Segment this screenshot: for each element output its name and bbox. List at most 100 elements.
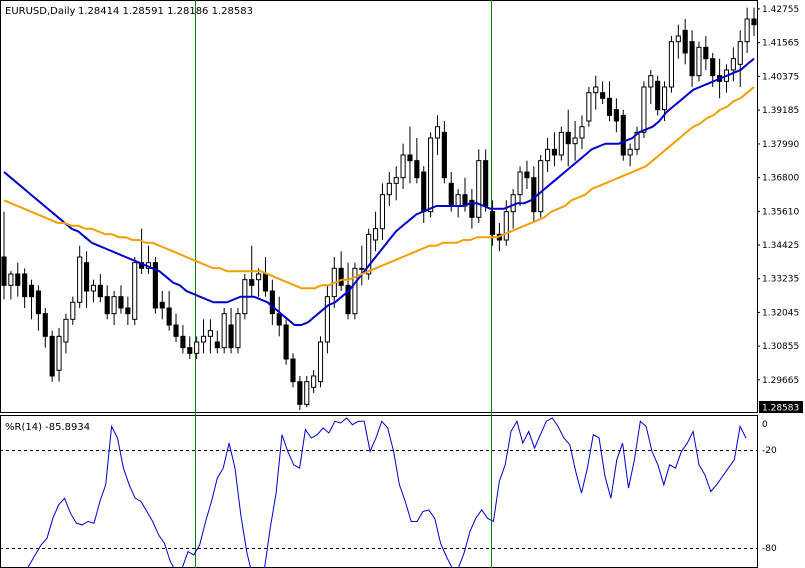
candle-body xyxy=(737,41,743,65)
ohlc-values-label: 1.28414 1.28591 1.28186 1.28583 xyxy=(78,6,253,17)
price-tick-label-10: 1.30855 xyxy=(762,342,799,352)
candle-body xyxy=(407,154,413,162)
price-tick-label-11: 1.29665 xyxy=(762,376,799,386)
candle-body xyxy=(434,126,441,139)
price-tick-label-6: 1.35610 xyxy=(762,207,799,217)
indicator-title: %R(14) -85.8934 xyxy=(5,422,90,433)
candle-body xyxy=(49,335,55,377)
candle-body xyxy=(572,137,578,145)
candle-body xyxy=(304,381,310,405)
candle-body xyxy=(393,177,399,184)
candle-body xyxy=(524,171,530,179)
candle-body xyxy=(235,313,241,349)
candle-body xyxy=(600,92,606,99)
candle-body xyxy=(372,228,379,241)
current-price-value: 1.28583 xyxy=(762,404,799,414)
candle-body xyxy=(1,256,7,286)
candle-body xyxy=(111,296,117,315)
candle-body xyxy=(696,46,702,77)
candle-body xyxy=(661,86,668,111)
candle-body xyxy=(359,267,365,270)
candle-body xyxy=(77,256,83,303)
candle-body xyxy=(262,273,269,292)
candle-body xyxy=(379,194,386,230)
candle-body xyxy=(228,324,234,349)
candle-body xyxy=(297,381,303,405)
candle-body xyxy=(324,296,330,343)
price-tick-label-0: 1.42755 xyxy=(762,5,799,15)
price-tick-label-5: 1.36800 xyxy=(762,174,799,184)
candle-body xyxy=(338,267,344,286)
candle-body xyxy=(42,313,48,337)
slow-moving-average-line xyxy=(3,86,755,290)
candle-body xyxy=(730,58,736,71)
candle-body xyxy=(448,182,454,207)
candle-body xyxy=(428,137,434,213)
candle-body xyxy=(710,58,716,77)
candle-body xyxy=(214,341,220,349)
candle-body xyxy=(84,262,90,292)
wpr-level-label-0: 0 xyxy=(762,420,768,430)
wpr-level-label-80: -80 xyxy=(762,544,777,554)
candle-body xyxy=(276,313,282,326)
candle-body xyxy=(200,335,207,343)
candle-body xyxy=(641,86,647,133)
candle-body xyxy=(421,171,427,213)
candle-body xyxy=(744,18,750,43)
candle-body xyxy=(283,324,289,360)
candle-body xyxy=(118,296,124,309)
candle-body xyxy=(35,290,41,315)
candle-body xyxy=(751,18,757,26)
candle-body xyxy=(565,131,571,145)
candle-body xyxy=(634,131,640,150)
candle-body xyxy=(8,273,14,286)
candle-body xyxy=(586,92,592,122)
candle-body xyxy=(606,97,613,116)
candle-body xyxy=(249,279,255,286)
candle-body xyxy=(593,86,599,94)
candle-body xyxy=(538,160,544,213)
candle-body xyxy=(386,182,392,196)
candle-body xyxy=(125,307,131,315)
candle-body xyxy=(56,335,62,371)
candle-body xyxy=(187,347,193,354)
candle-body xyxy=(703,46,709,60)
wpr-layer xyxy=(0,417,747,568)
candle-body xyxy=(668,41,674,88)
price-axis[interactable]: 1.42755 1.41565 1.40375 1.39185 1.37990 1.368… xyxy=(757,5,799,386)
candle-body xyxy=(90,284,97,292)
candle-body xyxy=(256,273,262,281)
wpr-line xyxy=(0,417,747,568)
candle-body xyxy=(455,194,461,207)
candle-body xyxy=(441,131,447,179)
candle-body xyxy=(63,318,69,343)
candle-body xyxy=(166,307,172,326)
candle-body xyxy=(689,41,695,77)
candle-body xyxy=(551,148,558,156)
candle-body xyxy=(207,330,213,337)
candle-body xyxy=(290,358,296,383)
main-panel-frame xyxy=(0,0,758,413)
candle-body xyxy=(531,177,537,213)
wpr-level-label-20: -20 xyxy=(762,446,777,456)
candle-body xyxy=(180,335,186,349)
price-tick-label-2: 1.40375 xyxy=(762,72,799,82)
indicator-panel-frame xyxy=(0,415,758,568)
candle-body xyxy=(675,35,681,43)
price-tick-label-3: 1.39185 xyxy=(762,106,799,116)
candle-body xyxy=(352,267,358,315)
candle-body xyxy=(194,341,200,354)
candle-body xyxy=(221,313,227,349)
candle-body xyxy=(70,301,76,320)
candle-body xyxy=(104,296,110,315)
candle-body xyxy=(132,262,138,320)
candle-body xyxy=(655,80,661,111)
price-tick-label-1: 1.41565 xyxy=(762,39,799,49)
candle-body xyxy=(579,126,585,139)
candle-body xyxy=(28,284,35,298)
candle-body xyxy=(414,160,420,179)
price-tick-label-7: 1.34425 xyxy=(762,241,799,251)
candle-body xyxy=(483,160,489,207)
candle-body xyxy=(311,375,317,388)
